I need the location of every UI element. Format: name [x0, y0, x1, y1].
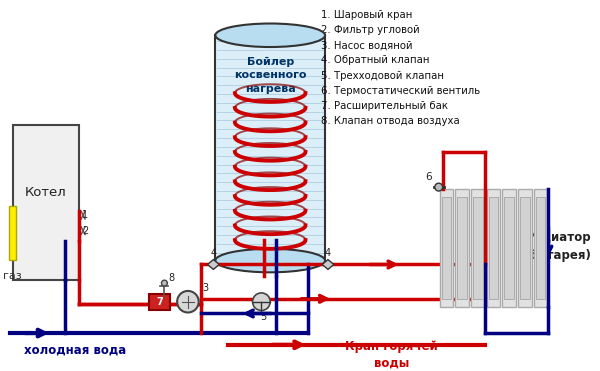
Text: 8. Клапан отвода воздуха: 8. Клапан отвода воздуха: [321, 116, 460, 126]
FancyBboxPatch shape: [488, 197, 499, 299]
FancyBboxPatch shape: [520, 197, 530, 299]
Ellipse shape: [215, 23, 325, 47]
FancyBboxPatch shape: [215, 35, 325, 260]
Text: 2: 2: [82, 226, 88, 236]
FancyBboxPatch shape: [13, 125, 79, 280]
Text: 4: 4: [325, 248, 331, 258]
Circle shape: [253, 293, 270, 311]
Text: 3. Насос водяной: 3. Насос водяной: [321, 40, 413, 50]
Polygon shape: [322, 260, 334, 269]
FancyBboxPatch shape: [149, 294, 170, 309]
Text: холодная вода: холодная вода: [24, 343, 127, 356]
FancyBboxPatch shape: [505, 197, 514, 299]
Text: 8: 8: [168, 273, 175, 283]
Text: 5. Трехходовой клапан: 5. Трехходовой клапан: [321, 70, 444, 81]
Circle shape: [435, 183, 443, 191]
FancyBboxPatch shape: [536, 197, 545, 299]
Polygon shape: [208, 260, 219, 269]
Text: Бойлер
косвенного
нагрева: Бойлер косвенного нагрева: [234, 57, 307, 93]
Text: 7: 7: [156, 297, 163, 307]
FancyBboxPatch shape: [457, 197, 467, 299]
FancyBboxPatch shape: [442, 197, 451, 299]
Text: 3: 3: [202, 283, 209, 293]
FancyBboxPatch shape: [518, 189, 532, 306]
Text: 7. Расширительный бак: 7. Расширительный бак: [321, 101, 448, 111]
FancyBboxPatch shape: [440, 189, 454, 306]
Ellipse shape: [215, 249, 325, 272]
Circle shape: [161, 280, 167, 286]
Text: Радиатор
(батарея): Радиатор (батарея): [525, 232, 591, 262]
FancyBboxPatch shape: [473, 197, 483, 299]
Text: 2. Фильтр угловой: 2. Фильтр угловой: [321, 25, 420, 35]
FancyBboxPatch shape: [8, 206, 16, 260]
Text: 1: 1: [82, 210, 88, 220]
Text: 4: 4: [211, 248, 217, 258]
FancyBboxPatch shape: [455, 189, 469, 306]
Circle shape: [177, 291, 199, 312]
Text: Кран горячей
воды: Кран горячей воды: [346, 340, 438, 369]
Text: 5: 5: [260, 312, 266, 322]
FancyBboxPatch shape: [534, 189, 547, 306]
FancyBboxPatch shape: [487, 189, 500, 306]
Text: 4. Обратный клапан: 4. Обратный клапан: [321, 55, 430, 65]
Text: 6: 6: [425, 172, 432, 182]
Text: газ: газ: [3, 270, 22, 280]
Text: 6. Термостатический вентиль: 6. Термостатический вентиль: [321, 86, 480, 96]
Text: 1. Шаровый кран: 1. Шаровый кран: [321, 10, 413, 20]
FancyBboxPatch shape: [471, 189, 485, 306]
Text: Котел: Котел: [25, 187, 67, 200]
FancyBboxPatch shape: [502, 189, 516, 306]
